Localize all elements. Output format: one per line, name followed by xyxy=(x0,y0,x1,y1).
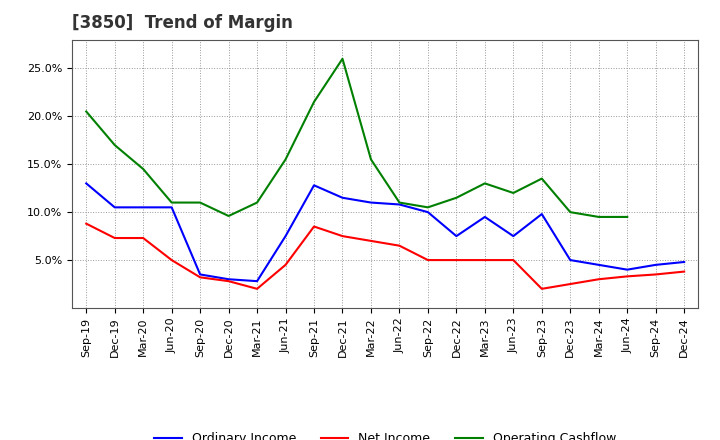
Operating Cashflow xyxy=(623,214,631,220)
Line: Ordinary Income: Ordinary Income xyxy=(86,183,684,281)
Net Income xyxy=(595,277,603,282)
Operating Cashflow xyxy=(225,213,233,219)
Ordinary Income xyxy=(366,200,375,205)
Operating Cashflow xyxy=(480,181,489,186)
Ordinary Income xyxy=(253,279,261,284)
Ordinary Income xyxy=(338,195,347,200)
Operating Cashflow xyxy=(395,200,404,205)
Operating Cashflow xyxy=(366,157,375,162)
Operating Cashflow xyxy=(196,200,204,205)
Operating Cashflow xyxy=(595,214,603,220)
Ordinary Income xyxy=(623,267,631,272)
Net Income xyxy=(139,235,148,241)
Ordinary Income xyxy=(566,257,575,263)
Operating Cashflow xyxy=(537,176,546,181)
Ordinary Income xyxy=(537,211,546,216)
Net Income xyxy=(423,257,432,263)
Net Income xyxy=(452,257,461,263)
Operating Cashflow xyxy=(253,200,261,205)
Net Income xyxy=(566,282,575,287)
Ordinary Income xyxy=(509,234,518,239)
Net Income xyxy=(537,286,546,291)
Operating Cashflow xyxy=(338,56,347,62)
Text: [3850]  Trend of Margin: [3850] Trend of Margin xyxy=(72,15,293,33)
Operating Cashflow xyxy=(82,109,91,114)
Net Income xyxy=(509,257,518,263)
Ordinary Income xyxy=(652,262,660,268)
Line: Operating Cashflow: Operating Cashflow xyxy=(86,59,627,217)
Ordinary Income xyxy=(167,205,176,210)
Operating Cashflow xyxy=(566,209,575,215)
Net Income xyxy=(395,243,404,248)
Ordinary Income xyxy=(680,259,688,264)
Line: Net Income: Net Income xyxy=(86,224,684,289)
Operating Cashflow xyxy=(139,166,148,172)
Net Income xyxy=(167,257,176,263)
Net Income xyxy=(652,272,660,277)
Legend: Ordinary Income, Net Income, Operating Cashflow: Ordinary Income, Net Income, Operating C… xyxy=(149,427,621,440)
Operating Cashflow xyxy=(110,143,119,148)
Net Income xyxy=(623,274,631,279)
Ordinary Income xyxy=(395,202,404,207)
Ordinary Income xyxy=(82,181,91,186)
Net Income xyxy=(196,275,204,280)
Ordinary Income xyxy=(110,205,119,210)
Operating Cashflow xyxy=(310,99,318,105)
Net Income xyxy=(310,224,318,229)
Net Income xyxy=(680,269,688,274)
Ordinary Income xyxy=(196,272,204,277)
Ordinary Income xyxy=(282,234,290,239)
Ordinary Income xyxy=(480,214,489,220)
Net Income xyxy=(480,257,489,263)
Operating Cashflow xyxy=(167,200,176,205)
Operating Cashflow xyxy=(423,205,432,210)
Operating Cashflow xyxy=(509,191,518,196)
Net Income xyxy=(253,286,261,291)
Operating Cashflow xyxy=(452,195,461,200)
Ordinary Income xyxy=(452,234,461,239)
Net Income xyxy=(225,279,233,284)
Ordinary Income xyxy=(225,277,233,282)
Net Income xyxy=(338,234,347,239)
Net Income xyxy=(366,238,375,244)
Net Income xyxy=(82,221,91,226)
Ordinary Income xyxy=(139,205,148,210)
Net Income xyxy=(110,235,119,241)
Ordinary Income xyxy=(310,183,318,188)
Ordinary Income xyxy=(595,262,603,268)
Operating Cashflow xyxy=(282,157,290,162)
Ordinary Income xyxy=(423,209,432,215)
Net Income xyxy=(282,262,290,268)
